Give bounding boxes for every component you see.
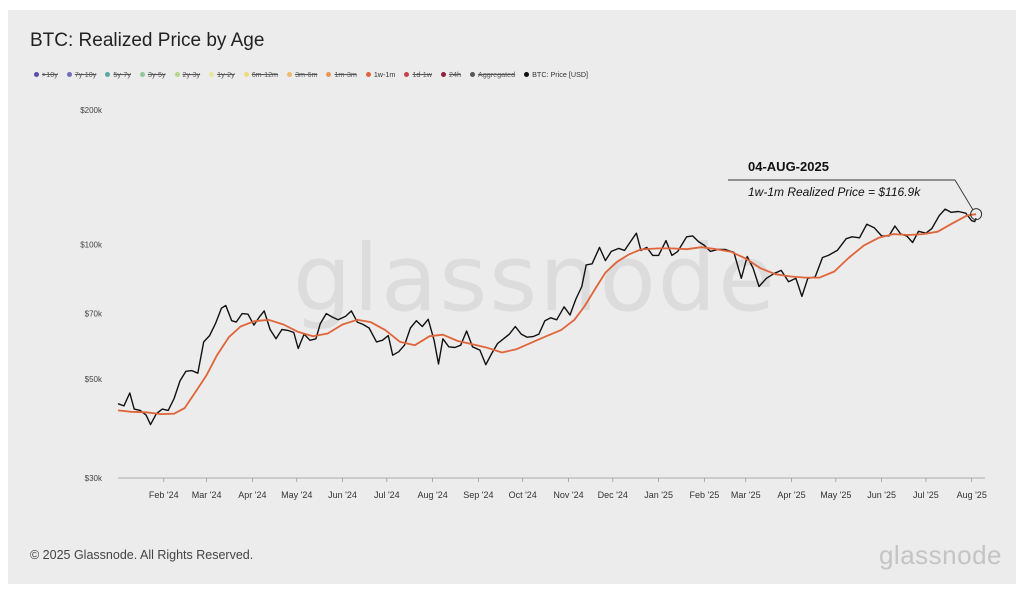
legend-dot — [404, 72, 410, 77]
legend-dot — [365, 72, 371, 77]
annotation-leader — [954, 179, 974, 211]
x-tick-label: Nov '24 — [553, 490, 583, 500]
x-tick-label: May '25 — [820, 490, 851, 500]
legend-dot — [34, 72, 39, 77]
btc-price-line — [117, 208, 977, 426]
annotation-date: 04-AUG-2025 — [748, 159, 829, 174]
x-tick-label: Mar '24 — [192, 490, 222, 500]
legend-dot — [287, 72, 293, 77]
legend-label: 7y-10y — [74, 70, 97, 79]
copyright-text: © 2025 Glassnode. All Rights Reserved. — [30, 548, 254, 562]
y-tick-label: $50k — [85, 375, 103, 384]
legend-label: 2y-3y — [182, 70, 201, 79]
legend-label: Aggregated — [477, 70, 516, 79]
legend-label: 1d-1w — [412, 70, 432, 79]
legend-dot — [66, 72, 72, 77]
x-tick-label: Aug '24 — [417, 490, 447, 500]
legend-item[interactable]: 1y-2y — [209, 70, 235, 79]
chart-card: BTC: Realized Price by Age >10y 7y-10y 5y-… — [8, 10, 1016, 584]
page-title: BTC: Realized Price by Age — [30, 30, 265, 51]
legend-dot — [326, 72, 332, 77]
marker-circle — [970, 208, 983, 221]
legend-dot — [243, 72, 249, 77]
x-tick-label: Apr '25 — [777, 490, 805, 500]
x-tick-label: Jul '24 — [374, 490, 400, 500]
legend-item[interactable]: >10y — [34, 70, 58, 79]
legend-dot — [440, 72, 446, 77]
x-tick-label: Jan '25 — [644, 490, 673, 500]
annotation-text: 1w-1m Realized Price = $116.9k — [748, 185, 921, 199]
legend-item[interactable]: 24h — [440, 70, 461, 79]
legend-label: >10y — [42, 70, 58, 79]
realized-price-1w-1m-line — [117, 213, 977, 415]
legend-item[interactable]: 1w-1m — [365, 70, 396, 79]
x-tick-label: May '24 — [281, 490, 312, 500]
x-tick-label: Jun '24 — [328, 490, 357, 500]
x-tick-label: Apr '24 — [238, 490, 266, 500]
y-tick-label: $70k — [85, 310, 103, 319]
legend-label: 5y-7y — [113, 70, 131, 79]
legend-dot — [174, 72, 180, 77]
legend-label: 1w-1m — [373, 70, 396, 79]
y-tick-label: $30k — [85, 474, 103, 483]
legend-item[interactable]: Aggregated — [469, 70, 516, 79]
x-tick-label: Mar '25 — [731, 490, 761, 500]
legend-item[interactable]: 7y-10y — [66, 70, 97, 79]
x-tick-label: Sep '24 — [463, 490, 493, 500]
legend-label: 3y-5y — [147, 70, 166, 79]
y-tick-label: $100k — [80, 240, 103, 249]
legend-item[interactable]: 1m-3m — [326, 70, 357, 79]
x-tick-label: Aug '25 — [957, 490, 987, 500]
x-tick-label: Jun '25 — [867, 490, 896, 500]
legend: >10y 7y-10y 5y-7y 3y-5y 2y-3y 1y-2y 6m-12m 3m-6… — [34, 70, 588, 79]
legend-label: 1y-2y — [217, 70, 235, 79]
y-tick-label: $200k — [80, 106, 103, 115]
legend-dot — [469, 72, 475, 77]
legend-dot — [105, 72, 111, 77]
legend-label: BTC: Price [USD] — [532, 70, 589, 79]
x-tick-label: Jul '25 — [913, 490, 939, 500]
x-tick-label: Feb '24 — [149, 490, 179, 500]
legend-label: 24h — [448, 70, 461, 79]
legend-item[interactable]: BTC: Price [USD] — [524, 70, 588, 79]
watermark: glassnode — [293, 225, 777, 332]
legend-dot — [209, 72, 215, 77]
legend-item[interactable]: 3y-5y — [139, 70, 166, 79]
legend-dot — [139, 72, 145, 77]
x-tick-label: Dec '24 — [598, 490, 628, 500]
legend-item[interactable]: 1d-1w — [404, 70, 432, 79]
legend-item[interactable]: 3m-6m — [287, 70, 317, 79]
legend-label: 3m-6m — [295, 70, 318, 79]
legend-item[interactable]: 5y-7y — [105, 70, 131, 79]
legend-item[interactable]: 2y-3y — [174, 70, 201, 79]
x-tick-label: Feb '25 — [689, 490, 719, 500]
legend-label: 6m-12m — [251, 70, 279, 79]
legend-dot — [524, 72, 530, 77]
legend-label: 1m-3m — [334, 70, 357, 79]
x-tick-label: Oct '24 — [509, 490, 537, 500]
legend-item[interactable]: 6m-12m — [243, 70, 279, 79]
brand-logo: glassnode — [878, 540, 1002, 570]
